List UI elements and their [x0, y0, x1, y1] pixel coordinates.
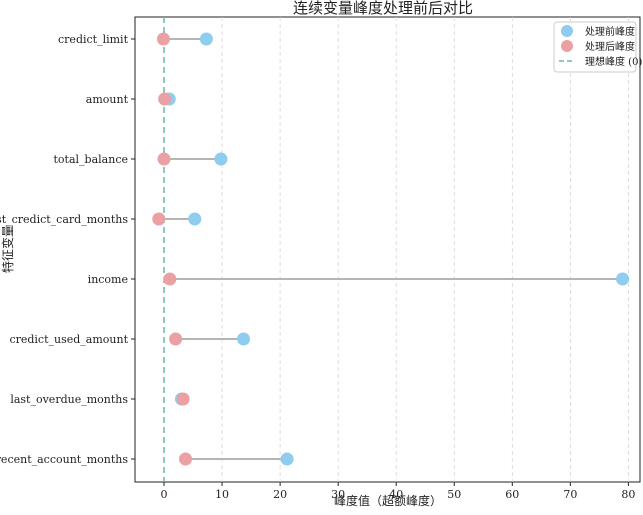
- point-after: [176, 392, 190, 406]
- legend-label-after: 处理后峰度: [585, 40, 635, 53]
- point-before: [214, 152, 228, 166]
- x-tick-label: 30: [331, 488, 345, 501]
- point-before: [188, 212, 202, 226]
- point-after: [156, 32, 170, 46]
- point-after: [158, 92, 172, 106]
- x-tick-label: 80: [621, 488, 635, 501]
- point-after: [179, 452, 192, 466]
- y-tick-label: credict_used_amount: [9, 333, 128, 346]
- x-tick-labels: 0 10 20 30 40 50 60 70 80: [161, 482, 635, 501]
- legend-label-before: 处理前峰度: [585, 25, 635, 38]
- legend: 处理前峰度 处理后峰度 理想峰度 (0): [553, 21, 642, 73]
- y-tick-label: income: [88, 273, 128, 286]
- legend-box: [553, 21, 637, 73]
- point-layer: [152, 32, 630, 466]
- y-tick-label: amount: [86, 93, 129, 106]
- point-after: [163, 272, 177, 286]
- point-after: [157, 152, 171, 166]
- y-tick-label: total_balance: [54, 153, 128, 166]
- y-tick-label: last_overdue_months: [10, 393, 128, 406]
- legend-marker-after: [561, 40, 573, 52]
- point-after: [152, 212, 166, 226]
- point-after: [169, 332, 183, 346]
- y-axis-label: 特征变量: [0, 225, 15, 273]
- x-tick-label: 60: [505, 488, 519, 501]
- y-tick-label: credict_limit: [58, 33, 129, 46]
- x-tick-label: 20: [273, 488, 287, 501]
- chart-title: 连续变量峰度处理前后对比: [293, 0, 473, 17]
- legend-label-reference: 理想峰度 (0): [585, 55, 642, 68]
- x-tick-label: 40: [389, 488, 403, 501]
- point-before: [616, 272, 630, 286]
- x-tick-label: 70: [563, 488, 577, 501]
- connector-layer: [158, 38, 623, 460]
- legend-marker-before: [561, 25, 573, 37]
- point-before: [237, 332, 251, 346]
- plot-area: [134, 16, 641, 483]
- point-before: [199, 32, 213, 46]
- x-tick-label: 10: [215, 488, 229, 501]
- x-tick-label: 0: [161, 488, 168, 501]
- x-axis-label: 峰度值（超额峰度）: [334, 493, 442, 508]
- x-tick-label: 50: [447, 488, 461, 501]
- y-tick-label: last_credict_card_months: [0, 213, 128, 226]
- point-before: [280, 452, 294, 466]
- y-tick-label: recent_account_months: [0, 453, 128, 466]
- grid-layer: [221, 17, 629, 482]
